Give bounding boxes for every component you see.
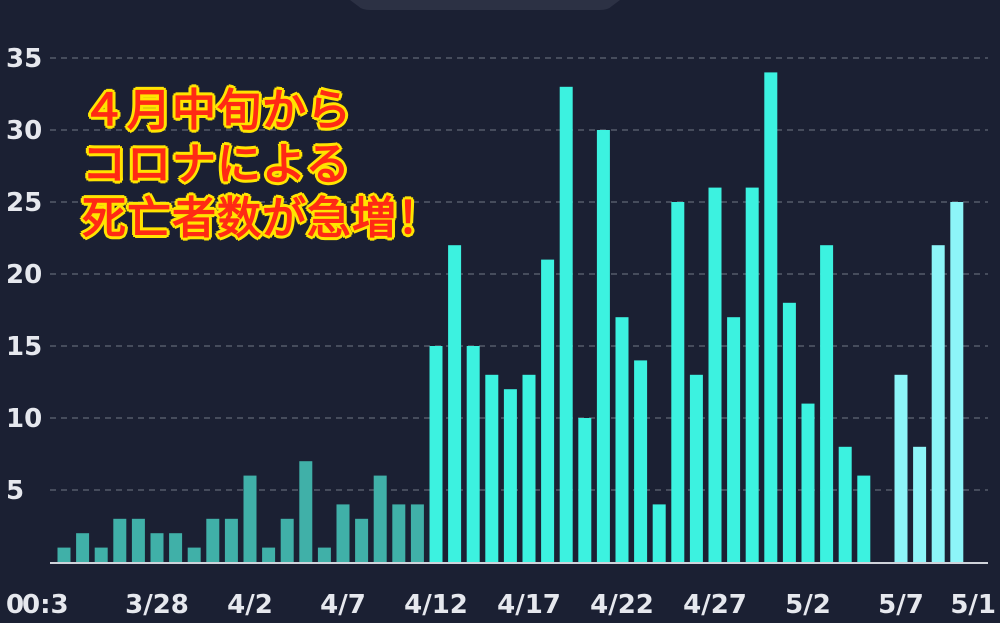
bar-23: [485, 374, 499, 562]
y-tick-35: 35: [6, 44, 42, 74]
bar-41: [820, 245, 834, 562]
bar-43: [857, 475, 871, 562]
bar-47: [931, 245, 945, 562]
annotation-line-2: コロナによる: [82, 139, 351, 190]
bar-14: [317, 547, 331, 562]
bar-36: [727, 317, 741, 562]
bar-30: [615, 317, 629, 562]
bar-17: [373, 475, 387, 562]
bar-24: [503, 389, 517, 562]
bar-5: [150, 533, 164, 562]
bar-1: [76, 533, 90, 562]
y-tick-10: 10: [6, 404, 42, 434]
x-tick-45: 5/7: [878, 590, 924, 620]
bar-6: [169, 533, 183, 562]
bar-18: [392, 504, 406, 562]
bar-46: [913, 446, 927, 562]
bar-34: [689, 374, 703, 562]
bar-25: [522, 374, 536, 562]
bar-7: [187, 547, 201, 562]
bar-26: [541, 259, 555, 562]
x-tick-20: 4/12: [404, 590, 468, 620]
bar-12: [280, 518, 294, 562]
bar-8: [206, 518, 220, 562]
bar-33: [671, 202, 685, 562]
x-tick-40: 5/2: [785, 590, 831, 620]
bar-4: [131, 518, 145, 562]
x-tick-labels: 0:3 3/28 4/2 4/7 4/12 4/17 4/22 4/27 5/2 5/7 5/1: [22, 590, 996, 620]
bar-32: [652, 504, 666, 562]
x-tick-5: 3/28: [125, 590, 189, 620]
x-tick-35: 4/27: [683, 590, 747, 620]
bar-2: [94, 547, 108, 562]
bar-29: [596, 130, 610, 562]
bar-3: [113, 518, 127, 562]
bar-35: [708, 187, 722, 562]
bar-9: [224, 518, 238, 562]
x-tick-0: 0:3: [22, 590, 69, 620]
bar-19: [410, 504, 424, 562]
bar-40: [801, 403, 815, 562]
bar-16: [355, 518, 369, 562]
bar-0: [57, 547, 71, 562]
x-tick-10: 4/2: [227, 590, 273, 620]
y-tick-5: 5: [6, 476, 24, 506]
bar-38: [764, 72, 778, 563]
bar-37: [745, 187, 759, 562]
y-tick-30: 30: [6, 116, 42, 146]
y-tick-20: 20: [6, 260, 42, 290]
y-tick-labels: 0 5 10 15 20 25 30 35: [6, 44, 42, 620]
bar-10: [243, 475, 257, 562]
annotation-line-1: ４月中旬から: [82, 85, 352, 136]
bar-42: [838, 446, 852, 562]
bar-11: [262, 547, 276, 562]
bar-13: [299, 461, 313, 562]
bar-31: [634, 360, 648, 562]
x-tick-50: 5/1: [950, 590, 996, 620]
bars: [57, 72, 964, 563]
top-tab-edge: [350, 0, 620, 10]
annotation-text: ４月中旬から コロナによる 死亡者数が急増！: [82, 84, 442, 246]
bar-22: [466, 346, 480, 562]
bar-28: [578, 418, 592, 562]
y-tick-15: 15: [6, 332, 42, 362]
x-tick-30: 4/22: [590, 590, 654, 620]
bar-45: [894, 374, 908, 562]
annotation-line-3: 死亡者数が急増！: [82, 193, 442, 244]
x-tick-15: 4/7: [320, 590, 366, 620]
y-tick-25: 25: [6, 188, 42, 218]
bar-39: [782, 302, 796, 562]
bar-48: [950, 202, 964, 562]
bar-21: [448, 245, 462, 562]
bar-15: [336, 504, 350, 562]
bar-20: [429, 346, 443, 562]
bar-27: [559, 86, 573, 563]
x-tick-25: 4/17: [497, 590, 561, 620]
y-tick-0: 0: [6, 590, 24, 620]
